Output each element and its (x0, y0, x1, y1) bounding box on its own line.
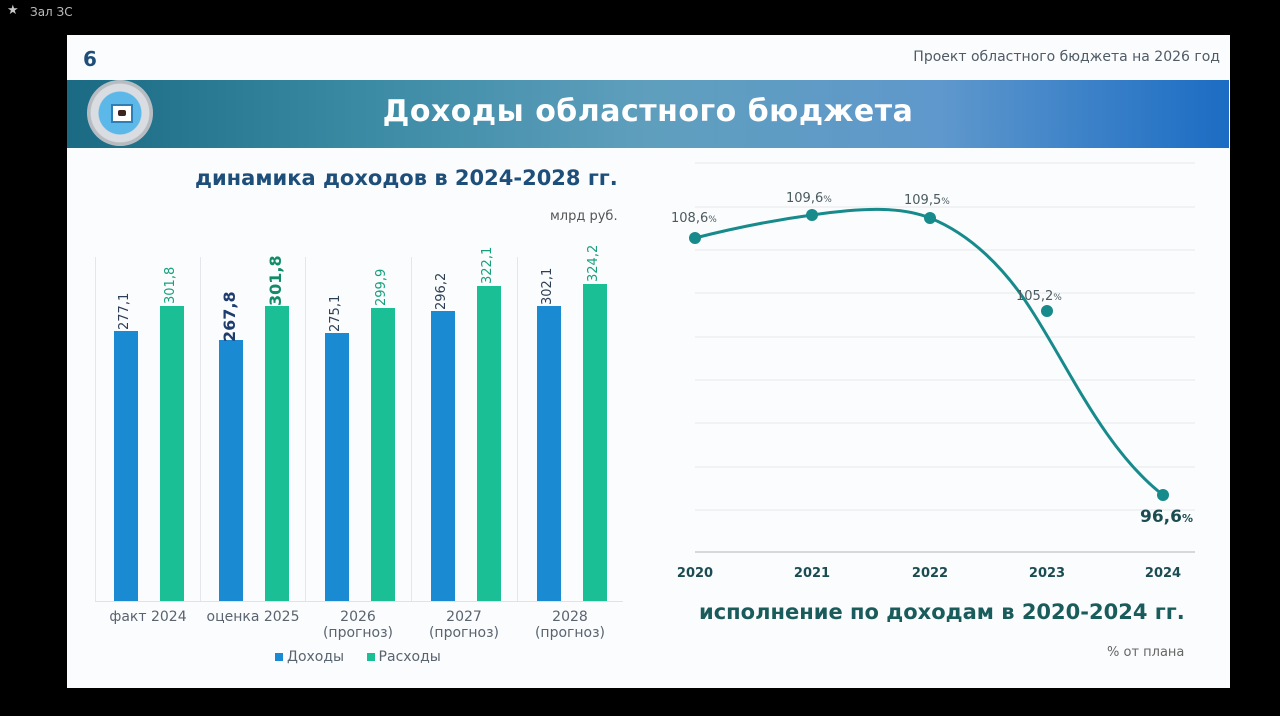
category-label: 2027 (прогноз) (411, 609, 517, 641)
line-chart: 108,6% 109,6% 109,5% 105,2% 96,6% 2020 2… (671, 162, 1195, 581)
value-label-expense: 299,9 (374, 268, 389, 306)
emblem-logo-icon (87, 80, 153, 146)
document-title: Проект областного бюджета на 2026 год (913, 49, 1220, 65)
point-label: 108,6% (671, 211, 717, 226)
value-label-income: 275,1 (328, 294, 343, 332)
category-label-line1: факт 2024 (109, 609, 187, 625)
legend-item-income: Доходы (275, 649, 344, 665)
value-label-income: 296,2 (434, 272, 449, 310)
bar-group: 277,1 301,8 (95, 257, 201, 601)
value-label-expense: 301,8 (163, 266, 178, 304)
presentation-slide: 6 Проект областного бюджета на 2026 год … (67, 35, 1230, 688)
value-label-expense: 301,8 (266, 255, 285, 306)
point-label-highlight: 96,6% (1140, 507, 1193, 527)
bar-expense (371, 308, 395, 601)
bar-expense (583, 284, 607, 601)
bar-group: 275,1 299,9 (305, 257, 412, 601)
value-label-expense: 322,1 (480, 246, 495, 284)
gridlines (695, 162, 1195, 511)
bar-chart-axis (95, 601, 623, 602)
bar-income (537, 306, 561, 601)
line-chart-title: исполнение по доходам в 2020-2024 гг. (699, 600, 1185, 624)
bar-group: 296,2 322,1 (411, 247, 518, 601)
category-label-line1: 2028 (552, 609, 588, 625)
bar-expense (160, 306, 184, 601)
category-label-line1: 2027 (446, 609, 482, 625)
point-label: 105,2% (1016, 289, 1062, 304)
bar-expense (477, 286, 501, 601)
window-title: Зал ЗС (30, 5, 73, 19)
slide-title: Доходы областного бюджета (382, 94, 914, 129)
x-tick-label: 2024 (1145, 566, 1181, 581)
legend-label-income: Доходы (287, 649, 345, 665)
window-titlebar: ★ Зал ЗС (0, 0, 1280, 26)
star-icon[interactable]: ★ (7, 3, 19, 18)
legend-label-expense: Расходы (378, 649, 441, 665)
bar-income (325, 333, 349, 601)
data-points (689, 209, 1169, 501)
category-label: 2026 (прогноз) (305, 609, 411, 641)
bar-income (114, 331, 138, 601)
category-label-line2: (прогноз) (322, 625, 394, 641)
legend-item-expense: Расходы (366, 649, 441, 665)
category-label-line1: оценка 2025 (206, 609, 300, 625)
value-label-income: 267,8 (220, 291, 239, 342)
line-chart-unit: % от плана (1107, 645, 1185, 660)
bar-group: 302,1 324,2 (517, 245, 624, 601)
bar-income (431, 311, 455, 601)
x-tick-label: 2020 (677, 566, 713, 581)
title-banner: Доходы областного бюджета (67, 80, 1229, 148)
category-label: оценка 2025 (200, 609, 306, 625)
category-label-line1: 2026 (340, 609, 376, 625)
category-label-line2: (прогноз) (534, 625, 606, 641)
slide-number: 6 (83, 47, 97, 71)
value-label-income: 277,1 (117, 292, 132, 330)
category-label: факт 2024 (95, 609, 201, 625)
legend-swatch-expense (366, 653, 375, 661)
bar-chart-unit: млрд руб. (550, 209, 618, 224)
x-tick-label: 2021 (794, 566, 830, 581)
category-label-line2: (прогноз) (428, 625, 500, 641)
bar-expense (265, 306, 289, 601)
line-series (694, 207, 1164, 497)
category-label: 2028 (прогноз) (517, 609, 623, 641)
bar-chart: 277,1 301,8 267,8 301,8 275,1 299,9 296,… (95, 245, 624, 601)
value-label-income: 302,1 (540, 267, 555, 305)
bar-chart-title: динамика доходов в 2024-2028 гг. (195, 166, 618, 190)
legend-swatch-income (275, 653, 283, 661)
value-label-expense: 324,2 (586, 244, 601, 282)
bar-income (219, 340, 243, 601)
point-label: 109,6% (786, 191, 832, 206)
x-tick-label: 2022 (912, 566, 948, 581)
x-tick-label: 2023 (1029, 566, 1065, 581)
point-label: 109,5% (904, 193, 950, 208)
bar-chart-legend: Доходы Расходы (275, 649, 459, 665)
bar-group: 267,8 301,8 (200, 255, 306, 601)
